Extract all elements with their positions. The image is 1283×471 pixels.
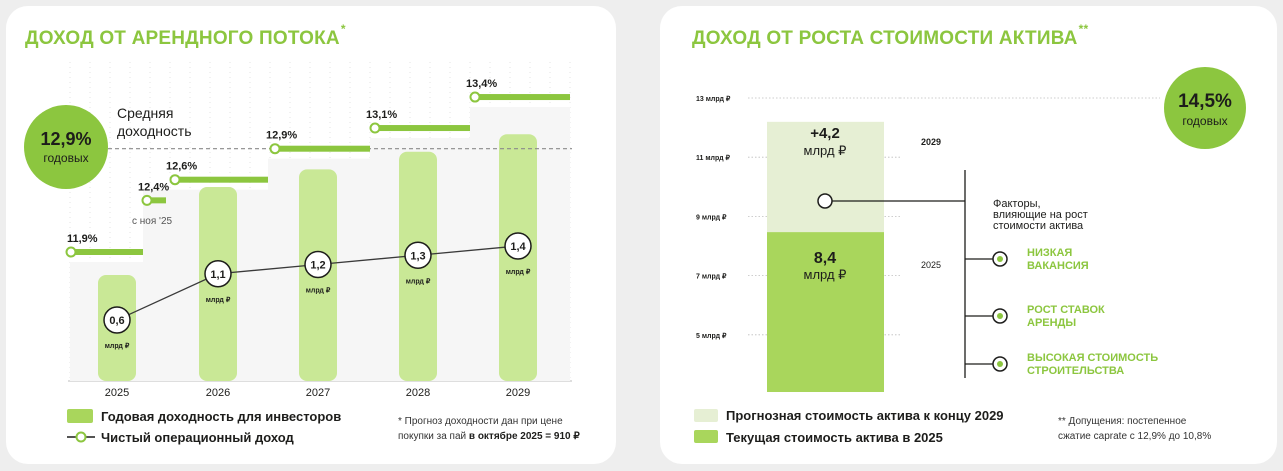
factor-bullet-dot <box>997 313 1003 319</box>
yield-step <box>70 249 143 255</box>
yield-label: 13,1% <box>366 109 397 121</box>
noi-value-label: 0,6 <box>109 315 124 327</box>
average-badge-label: годовых <box>43 151 88 165</box>
yield-step <box>146 197 166 204</box>
forecast-value-label: +4,2 <box>810 125 840 142</box>
x-tick-label: 2025 <box>105 387 129 399</box>
average-badge-value: 12,9% <box>40 129 91 149</box>
factor-bullet-dot <box>997 361 1003 367</box>
factor-label: ВЫСОКАЯ СТОИМОСТЬ <box>1027 352 1158 364</box>
y-tick-label: 9 млрд ₽ <box>696 213 727 221</box>
noi-unit-label: млрд ₽ <box>506 268 531 276</box>
factor-label: ВАКАНСИЯ <box>1027 260 1089 272</box>
yield-point <box>169 174 181 186</box>
growth-badge-label: годовых <box>1182 114 1227 128</box>
yield-step <box>274 145 370 152</box>
yield-step <box>174 176 268 183</box>
x-tick-label: 2028 <box>406 387 430 399</box>
yield-label: 13,4% <box>466 78 497 90</box>
yield-label: 12,6% <box>166 161 197 173</box>
noi-point <box>504 232 532 260</box>
legend-forecast-label: Прогнозная стоимость актива к концу 2029 <box>726 408 1004 423</box>
yield-step <box>374 125 470 132</box>
legend-yield-label: Годовая доходность для инвесторов <box>101 409 342 424</box>
noi-point <box>103 306 131 334</box>
growth-badge <box>1164 67 1246 149</box>
yield-point <box>269 143 281 155</box>
current-value-label: 8,4 <box>814 250 836 267</box>
growth-badge-value: 14,5% <box>1178 91 1232 112</box>
y-tick-label: 5 млрд ₽ <box>696 332 727 340</box>
legend-current-label: Текущая стоимость актива в 2025 <box>726 430 943 445</box>
noi-unit-label: млрд ₽ <box>306 287 331 295</box>
factors-label: влияющие на рост <box>993 209 1088 221</box>
y-tick-label: 7 млрд ₽ <box>696 273 727 281</box>
noi-value-label: 1,1 <box>210 269 225 281</box>
noi-point <box>204 260 232 288</box>
average-badge <box>24 105 108 189</box>
footnote-caprate: ** Допущения: постепенное сжатие caprate… <box>1058 416 1212 442</box>
noi-value-label: 1,2 <box>310 260 325 272</box>
legend-swatch-forecast <box>694 409 718 422</box>
noi-point <box>404 241 432 269</box>
yield-label: 11,9% <box>67 233 98 245</box>
current-unit-label: млрд ₽ <box>804 267 847 282</box>
start-note: с ноя '25 <box>132 216 173 227</box>
factors-label: Факторы, <box>993 198 1041 210</box>
factor-label: НИЗКАЯ <box>1027 247 1072 259</box>
noi-value-label: 1,4 <box>510 241 526 253</box>
y-tick-label: 11 млрд ₽ <box>696 154 730 162</box>
noi-point <box>304 250 332 279</box>
legend-noi-label: Чистый операционный доход <box>101 430 294 445</box>
x-tick-label: 2026 <box>206 387 230 399</box>
asset-growth-title: ДОХОД ОТ РОСТА СТОИМОСТИ АКТИВА** <box>692 22 1089 49</box>
current-bar <box>767 232 884 392</box>
yield-label: 12,4% <box>138 181 169 193</box>
legend-line-icon <box>67 431 95 443</box>
noi-unit-label: млрд ₽ <box>105 342 130 350</box>
yield-point <box>65 246 77 258</box>
legend-swatch-yield <box>67 409 93 423</box>
average-label: доходность <box>117 123 192 139</box>
legend-swatch-current <box>694 430 718 443</box>
noi-unit-label: млрд ₽ <box>406 277 431 285</box>
year-label-current: 2025 <box>921 260 941 270</box>
yield-step <box>474 94 570 101</box>
forecast-unit-label: млрд ₽ <box>804 143 847 158</box>
yield-point <box>369 122 381 134</box>
factor-label: СТРОИТЕЛЬСТВА <box>1027 365 1124 377</box>
noi-unit-label: млрд ₽ <box>206 296 231 304</box>
year-label-forecast: 2029 <box>921 137 941 147</box>
y-tick-label: 13 млрд ₽ <box>696 95 731 103</box>
factor-label: АРЕНДЫ <box>1027 317 1076 329</box>
rental-income-title: ДОХОД ОТ АРЕНДНОГО ПОТОКА* <box>25 22 346 49</box>
factor-bullet-dot <box>997 256 1003 262</box>
x-tick-label: 2027 <box>306 387 330 399</box>
factor-node <box>817 193 833 209</box>
yield-point <box>141 194 153 206</box>
footnote-price: * Прогноз доходности дан при цене покупк… <box>398 416 580 442</box>
noi-value-label: 1,3 <box>410 250 425 262</box>
yield-label: 12,9% <box>266 130 297 142</box>
x-tick-label: 2029 <box>506 387 530 399</box>
forecast-bar <box>767 121 884 235</box>
rental-income-chart: 11,9% 12,4% 12,6% 12,9% 13,1% 13,4% с ноя '25 С… <box>24 62 572 399</box>
average-label: Средняя <box>117 105 173 121</box>
factors-label: стоимости актива <box>993 220 1084 232</box>
factor-label: РОСТ СТАВОК <box>1027 304 1105 316</box>
yield-point <box>469 91 481 103</box>
